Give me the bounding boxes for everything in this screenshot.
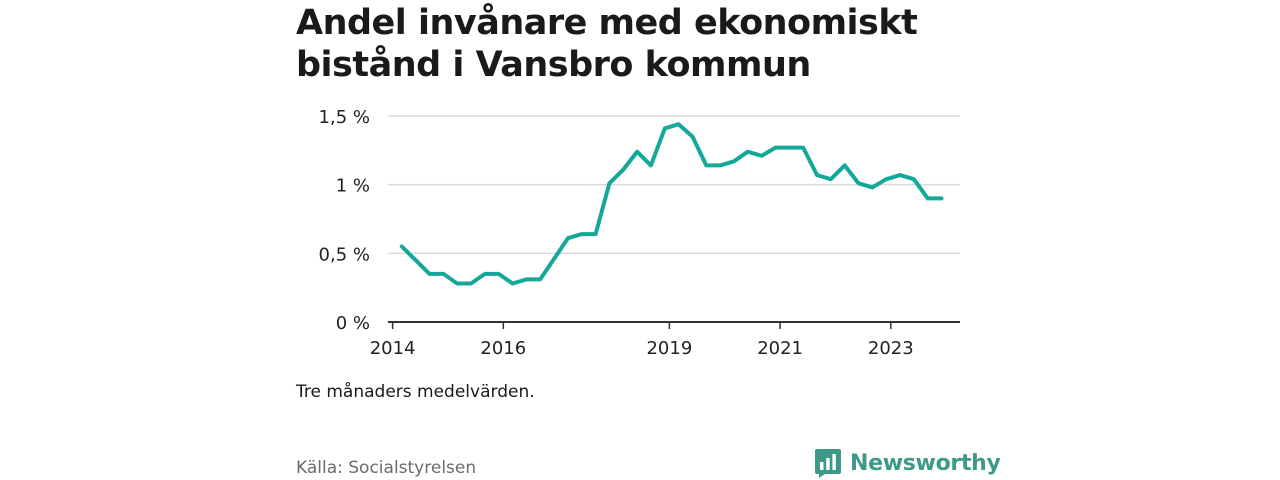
- y-tick-label: 0,5 %: [319, 244, 370, 265]
- x-axis: 2014 2016 2019 2021 2023: [370, 321, 960, 359]
- y-tick-label: 1,5 %: [319, 107, 370, 128]
- y-axis-ticks: 0 % 0,5 % 1 % 1,5 %: [319, 107, 370, 334]
- series-line: [399, 122, 944, 286]
- x-tick-label: 2021: [757, 338, 803, 359]
- line-chart: 0 % 0,5 % 1 % 1,5 % 2014 2016 2019 2021 2023: [319, 107, 960, 359]
- series-layer: [399, 122, 944, 286]
- x-tick-label: 2023: [868, 338, 914, 359]
- x-tick-label: 2014: [370, 338, 416, 359]
- brand-logo[interactable]: Newsworthy: [814, 446, 1001, 480]
- source-text: Källa: Socialstyrelsen: [296, 458, 477, 478]
- x-tick-label: 2016: [480, 338, 526, 359]
- chart-title: Andel invånare med ekonomiskt bistånd i …: [296, 3, 918, 85]
- chart-note: Tre månaders medelvärden.: [296, 382, 535, 402]
- y-tick-label: 1 %: [336, 176, 370, 197]
- newsworthy-bar-chart-badge-icon: [815, 449, 841, 478]
- x-tick-label: 2019: [646, 338, 692, 359]
- brand-name: Newsworthy: [850, 450, 1001, 476]
- y-tick-label: 0 %: [336, 313, 370, 334]
